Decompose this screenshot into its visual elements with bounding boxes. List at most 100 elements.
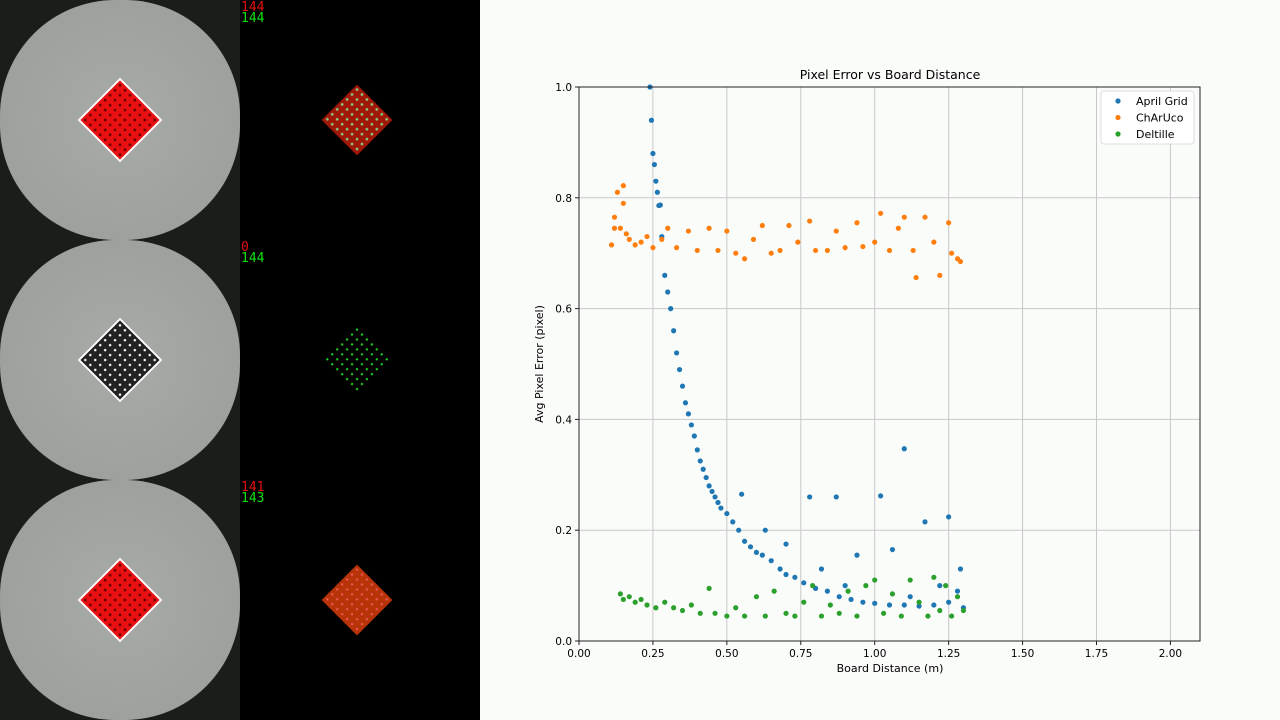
point-charuco [768,250,774,256]
point-april-grid [872,600,878,606]
point-deltille [916,599,922,605]
point-deltille [836,610,842,616]
point-april-grid [824,588,830,594]
point-april-grid [706,483,712,489]
point-deltille [854,613,860,619]
point-charuco [931,239,937,245]
point-deltille [697,610,703,616]
detection-overlay [321,84,393,156]
point-april-grid [653,178,659,184]
legend: April Grid ChArUco Deltille [1100,90,1195,145]
point-charuco [620,183,626,189]
x-axis-label: Board Distance (m) [837,662,944,675]
x-tick-label: 2.00 [1159,648,1182,660]
point-deltille [949,613,955,619]
point-april-grid [901,446,907,452]
point-deltille [620,596,626,603]
total-count: 144 [241,11,265,26]
point-deltille [783,610,789,616]
detected-count: 144 [241,0,265,15]
point-deltille [792,613,798,619]
point-april-grid [753,549,760,555]
point-april-grid [889,546,896,553]
point-deltille [872,577,878,583]
point-april-grid [676,366,683,373]
point-deltille [954,594,961,600]
point-april-grid [742,538,748,544]
point-april-grid [854,552,860,558]
point-charuco [777,247,783,254]
point-charuco [632,242,638,248]
point-april-grid [807,494,813,500]
point-charuco [638,239,644,245]
y-tick-label: 1.0 [555,82,572,94]
point-charuco [742,256,748,262]
legend-marker-april-grid [1115,98,1121,104]
point-april-grid [668,306,674,312]
camera-panels: 144 144 0 144 141 143 [0,0,480,720]
total-count: 143 [241,491,265,506]
point-deltille [960,607,967,614]
point-deltille [937,607,943,614]
point-april-grid [922,519,928,525]
point-april-grid [724,510,730,517]
point-deltille [845,588,851,594]
point-charuco [910,247,916,254]
point-deltille [925,613,931,619]
x-tick-label: 1.00 [863,648,886,660]
point-deltille [801,599,807,605]
point-deltille [671,605,677,611]
point-deltille [644,602,650,608]
point-april-grid [715,499,721,506]
point-deltille [753,594,760,600]
point-april-grid [691,433,697,439]
point-april-grid [783,571,789,578]
point-april-grid [901,602,907,608]
point-deltille [632,599,638,605]
y-tick-label: 0.0 [555,636,572,648]
point-charuco [759,222,765,229]
point-april-grid [946,514,952,520]
point-charuco [957,258,964,265]
point-april-grid [907,594,913,600]
point-deltille [889,591,896,597]
point-april-grid [833,494,839,500]
point-charuco [623,231,629,237]
point-deltille [818,613,825,619]
point-april-grid [783,541,789,547]
point-april-grid [836,594,842,600]
point-charuco [650,245,656,251]
x-tick-label: 0.50 [715,648,738,660]
point-deltille [679,607,686,614]
point-charuco [659,236,665,242]
point-april-grid [700,466,706,472]
point-deltille [712,610,718,616]
point-charuco [901,214,907,220]
point-april-grid [657,202,663,208]
point-charuco [620,200,626,206]
point-deltille [810,583,816,589]
point-charuco [872,239,878,245]
camera-view-3 [0,480,240,720]
point-april-grid [842,583,848,589]
point-april-grid [736,527,742,533]
point-charuco [626,236,632,242]
plot-frame [578,86,1201,642]
point-deltille [898,613,904,619]
point-deltille [762,613,768,619]
point-deltille [943,583,949,589]
point-charuco [685,228,692,234]
point-april-grid [703,474,709,481]
point-charuco [854,220,860,226]
point-april-grid [709,488,715,495]
point-charuco [878,210,884,216]
total-count: 144 [241,251,265,266]
y-tick-label: 0.2 [555,525,572,537]
point-april-grid [886,602,893,608]
point-april-grid [679,383,686,389]
point-charuco [913,274,919,281]
point-april-grid [694,447,700,453]
point-april-grid [688,422,694,428]
chart-title: Pixel Error vs Board Distance [800,67,981,82]
point-april-grid [662,272,668,278]
